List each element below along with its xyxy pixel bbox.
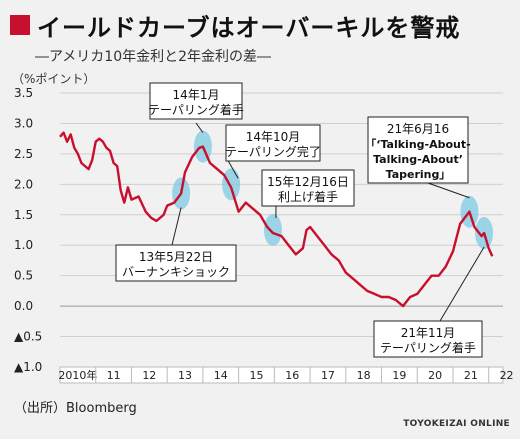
chart-title: イールドカーブはオーバーキルを警戒 — [37, 13, 461, 42]
annotation-box — [115, 244, 237, 282]
annotation-leader — [195, 122, 204, 133]
annotation-label: 14年10月 — [246, 130, 301, 144]
chart-subtitle: ―アメリカ10年金利と2年金利の差― — [35, 49, 272, 65]
x-tick-label: 13 — [178, 369, 192, 382]
y-tick-label: 2.0 — [14, 177, 33, 191]
y-axis-unit: （%ポイント） — [12, 72, 96, 86]
annotation-box — [373, 320, 483, 358]
x-tick-label: 22 — [500, 369, 514, 382]
annotation-label: 15年12月16日 — [267, 175, 349, 189]
annotation-box — [367, 116, 469, 184]
highlight-marker — [222, 168, 241, 201]
annotation-label: 21年11月 — [401, 326, 456, 340]
annotation-box — [261, 169, 355, 207]
y-tick-label: 0.5 — [14, 269, 33, 283]
x-tick-label: 2010年 — [58, 368, 97, 382]
annotation-leader — [439, 246, 485, 322]
x-tick-label: 20 — [428, 369, 442, 382]
title-marker — [10, 15, 30, 35]
x-tick-label: 18 — [357, 369, 371, 382]
chart-title-block: イールドカーブはオーバーキルを警戒 — [10, 9, 461, 42]
x-axis-strip — [59, 366, 504, 384]
annotation-label: 21年6月16 — [387, 122, 449, 136]
publisher-credit: TOYOKEIZAI ONLINE — [403, 419, 510, 429]
x-tick-label: 21 — [464, 369, 478, 382]
annotation-label: 13年5月22日 — [139, 250, 213, 264]
annotation-box — [225, 124, 321, 162]
x-tick-label: 15 — [249, 369, 263, 382]
annotation-label: テーパリング完了 — [225, 144, 321, 159]
annotation-box — [149, 82, 243, 120]
x-tick-label: 16 — [285, 369, 299, 382]
annotation-label: バーナンキショック — [122, 265, 230, 279]
annotation-label: テーパリング着手 — [148, 102, 244, 117]
annotation-label: 「‘Talking-About- — [365, 137, 470, 151]
y-tick-label: 1.5 — [14, 208, 33, 222]
y-tick-label: ▲1.0 — [14, 360, 42, 374]
x-tick-label: 11 — [107, 369, 121, 382]
x-tick-label: 14 — [214, 369, 228, 382]
y-tick-label: 3.5 — [14, 86, 33, 100]
annotation-label: Tapering」 — [386, 168, 451, 181]
spread-line — [59, 131, 494, 308]
source-note: （出所）Bloomberg — [14, 401, 137, 416]
y-tick-label: 1.0 — [14, 238, 33, 252]
x-tick-label: 19 — [392, 369, 406, 382]
annotation-leader — [171, 207, 182, 246]
annotation-label: 利上げ着手 — [278, 189, 338, 204]
highlight-marker — [263, 214, 282, 246]
y-tick-label: 2.5 — [14, 147, 33, 161]
annotation-label: 14年1月 — [173, 88, 220, 102]
y-tick-label: 3.0 — [14, 116, 33, 130]
annotation-label: テーパリング着手 — [380, 340, 476, 355]
y-tick-label: ▲0.5 — [14, 330, 42, 344]
x-tick-label: 17 — [321, 369, 335, 382]
annotation-label: Talking-About’ — [373, 153, 463, 166]
x-tick-label: 12 — [142, 369, 156, 382]
y-tick-label: 0.0 — [14, 299, 33, 313]
annotation-leader — [427, 182, 470, 199]
